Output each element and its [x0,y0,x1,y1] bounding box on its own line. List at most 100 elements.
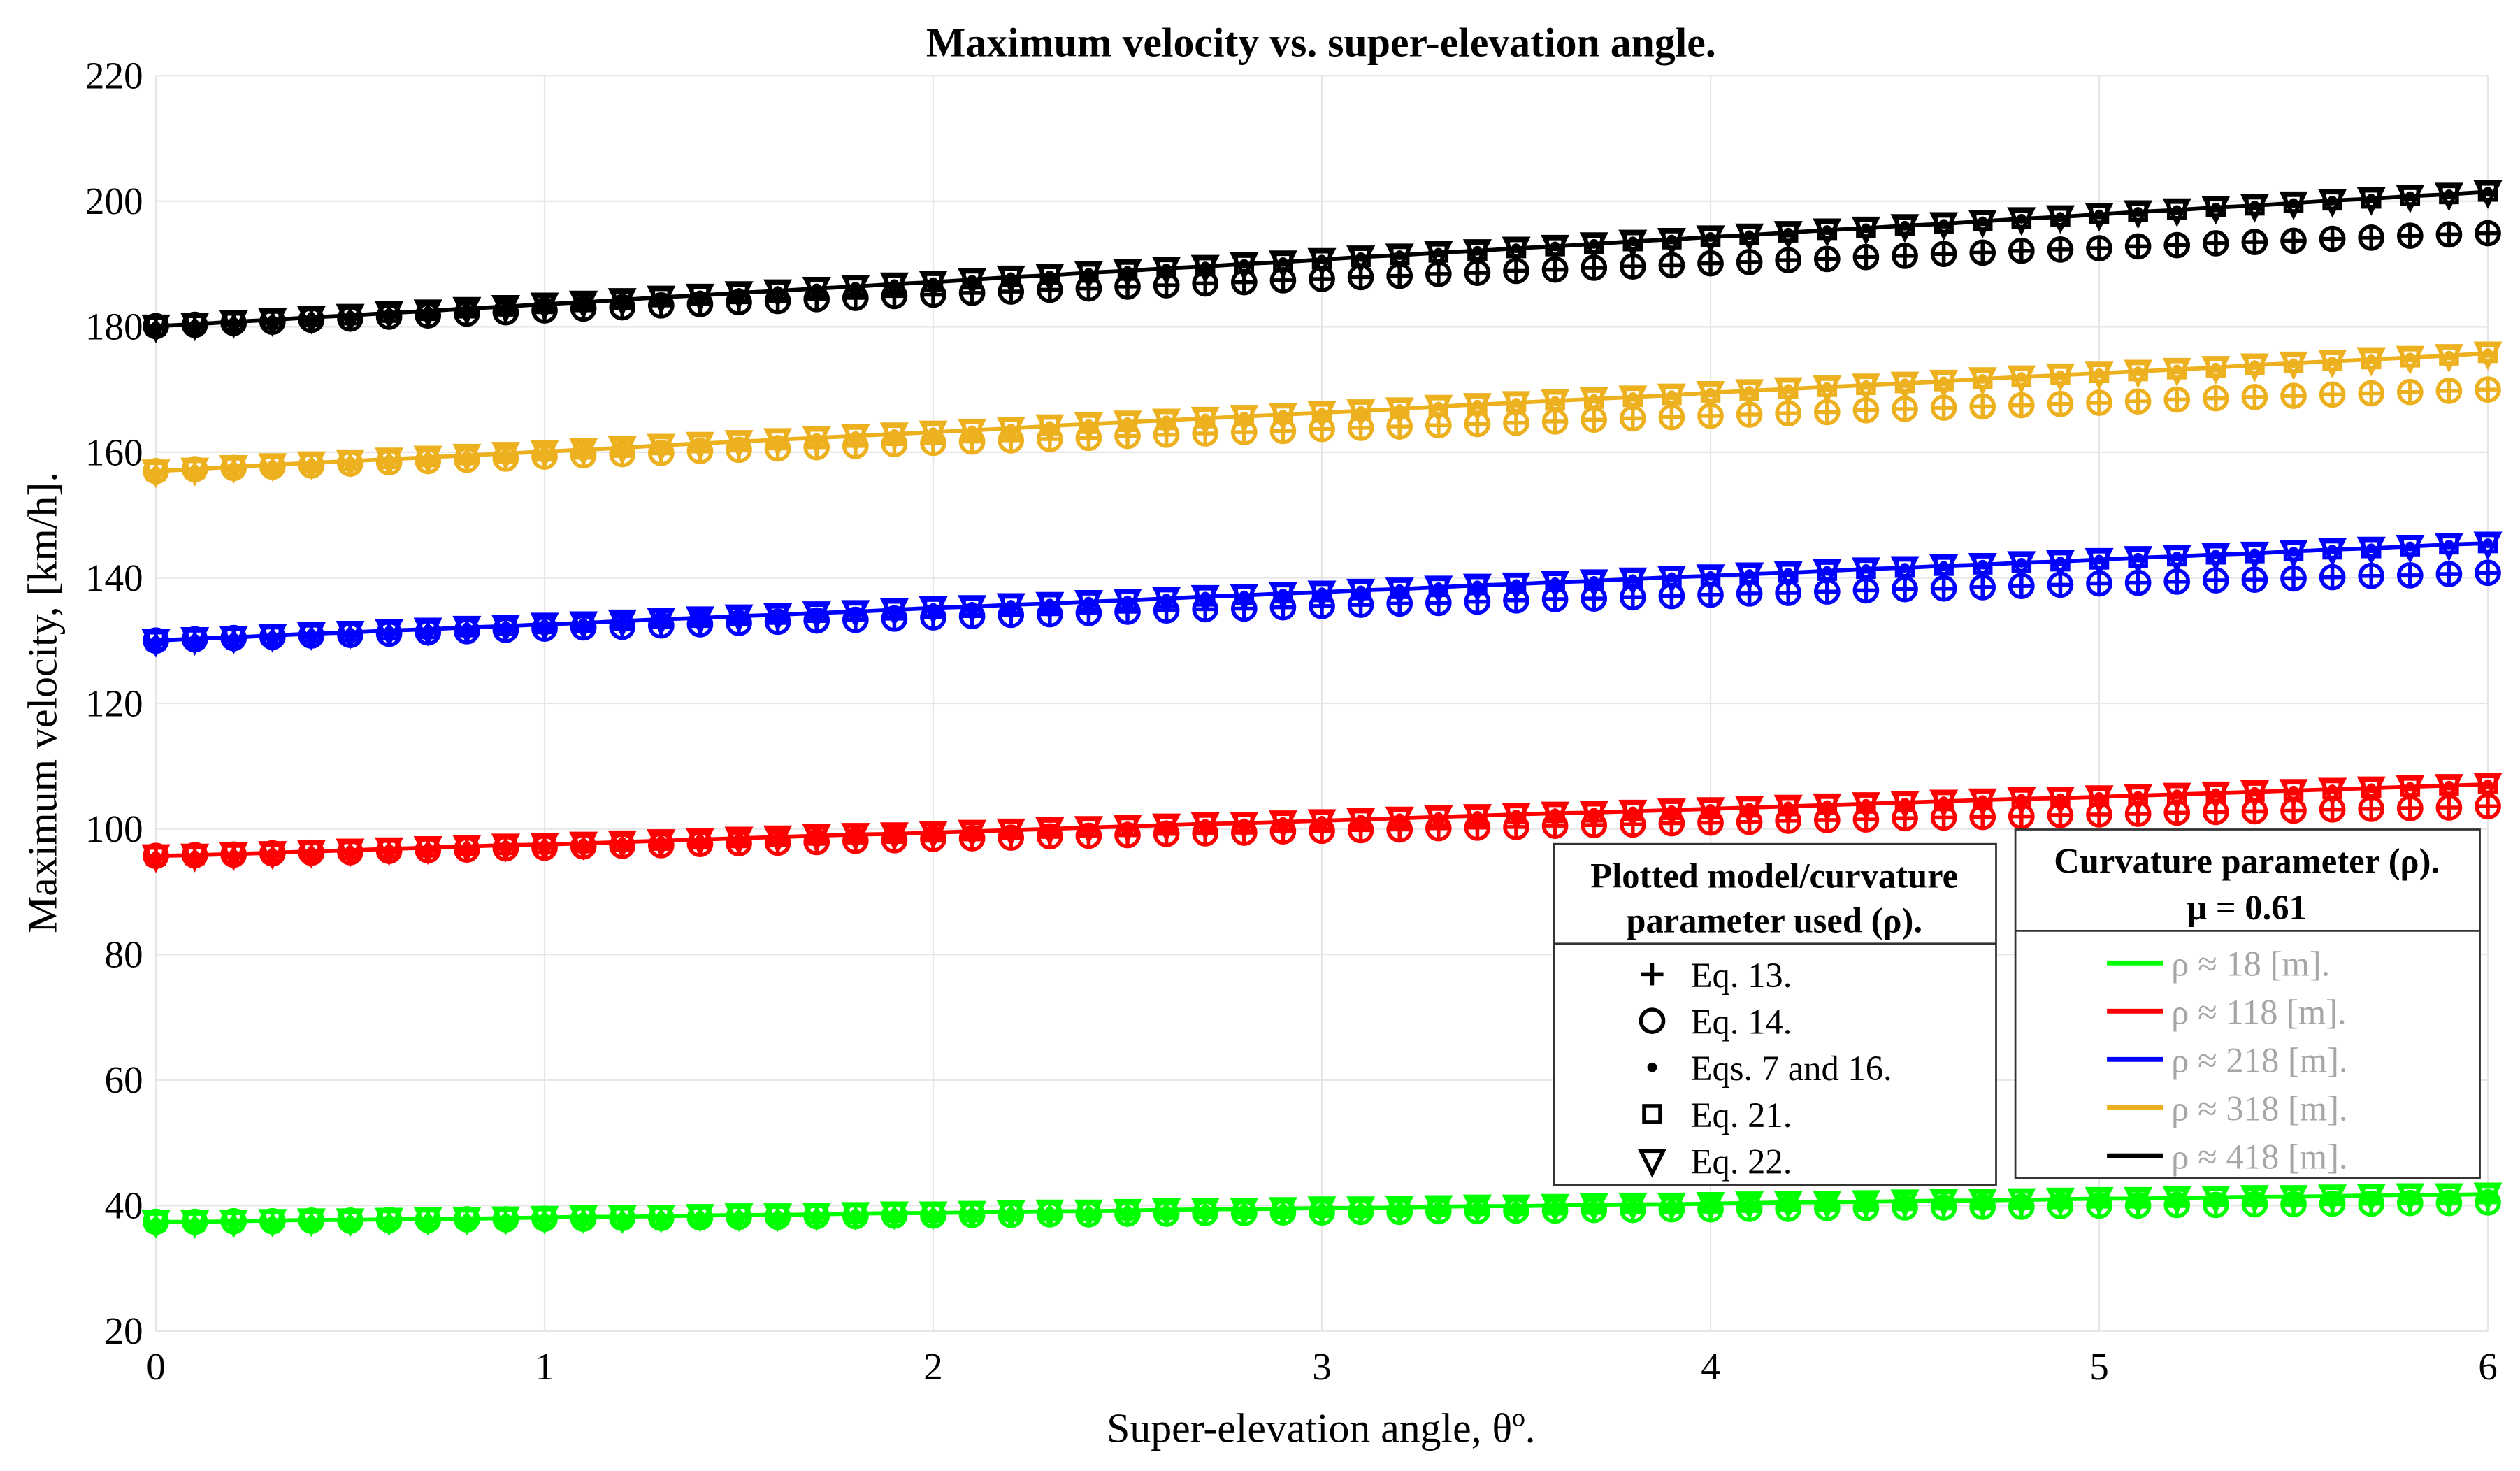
marker-legend-label: Eq. 21. [1691,1096,1792,1135]
dot-marker [1395,813,1405,824]
dot-marker [2327,195,2338,206]
plus-marker [2087,391,2111,415]
triangle-marker [685,1204,714,1233]
circle-marker [570,295,597,322]
dot-marker [1900,220,1910,231]
triangle-marker [1190,584,1220,614]
triangle-marker [1230,1198,1259,1227]
triangle-marker [491,295,520,324]
circle-marker [2047,236,2074,263]
triangle-marker [375,447,404,477]
dot-marker [1861,223,1871,234]
y-tick-label: 160 [85,431,143,473]
triangle-marker [2318,538,2347,567]
dot-marker [1083,268,1094,278]
dot-marker [540,840,549,849]
triangle-marker [1074,412,1103,442]
triangle-marker [1618,567,1648,596]
triangle-marker [2434,533,2463,562]
triangle-marker [1890,1189,1920,1219]
dot-marker [2172,364,2182,375]
triangle-marker [1152,813,1181,842]
triangle-marker [1230,811,1259,841]
triangle-marker [1152,587,1181,616]
triangle-marker [1813,559,1842,589]
triangle-marker [1462,239,1492,268]
dot-marker [1666,572,1677,582]
tick-labels: 0 1 2 3 4 5 6 20 40 60 80 100 120 140 160 180 200 220 [85,55,2498,1388]
triangle-marker [1346,578,1376,608]
plus-marker [2360,382,2383,405]
triangle-marker [1696,797,1725,826]
dot-marker [1278,410,1288,419]
dot-marker [1472,1201,1483,1212]
dot-marker [2094,1193,2104,1204]
dot-marker [2405,541,2415,552]
dot-marker [695,834,705,845]
dot-marker [151,851,161,861]
triangle-marker [841,1202,870,1231]
triangle-marker [763,603,793,632]
circle-marker [647,612,675,639]
dot-marker [2483,779,2493,789]
circle-marker [1969,239,1996,266]
circle-marker [1347,415,1374,441]
marker-legend-title-1: Plotted model/curvature [1590,856,1958,895]
dot-marker [889,429,900,439]
triangle-marker [1773,794,1803,824]
triangle-marker [413,445,442,475]
dot-marker [1355,1203,1366,1213]
circle-marker [2358,380,2385,407]
dot-marker [812,433,822,443]
triangle-marker [180,626,210,656]
triangle-marker [530,440,559,469]
triangle-marker [1502,1194,1531,1224]
plus-marker [1855,245,1878,268]
dot-marker [889,1208,900,1218]
dot-marker [2249,360,2260,371]
triangle-marker [685,431,714,461]
series-218m [141,531,2503,658]
dot-marker [2249,201,2260,210]
dot-marker [1783,384,1794,394]
dot-marker [734,287,744,298]
plus-marker [2398,564,2421,587]
dot-marker [423,452,433,462]
plus-marker [2398,380,2421,403]
dot-marker [1627,392,1638,402]
dot-marker [384,454,394,464]
triangle-marker [958,1200,987,1230]
triangle-marker [491,1206,520,1235]
triangle-marker [2240,1185,2269,1214]
triangle-marker [2434,774,2463,803]
triangle-marker [1190,1198,1220,1227]
triangle-marker [724,281,754,310]
dot-marker [1978,1196,1988,1205]
dot-marker [1123,821,1132,831]
circle-marker [2047,390,2074,417]
dot-marker [1627,236,1638,247]
triangle-marker [724,604,754,633]
dot-marker [1006,1207,1016,1217]
dot-marker [2289,546,2298,557]
dot-marker [1589,1200,1599,1210]
dot-marker [1161,820,1172,831]
marker-legend: Plotted model/curvature parameter used (… [1553,842,1997,1186]
dot-marker [1822,800,1832,810]
dot-marker [1627,1199,1638,1210]
dot-marker [1200,591,1211,602]
triangle-marker [2279,540,2308,569]
triangle-marker [336,838,365,868]
triangle-marker [530,833,559,862]
triangle-marker [879,598,909,627]
triangle-marker [2356,187,2386,216]
dot-marker [2210,788,2221,798]
triangle-marker [802,824,831,854]
triangle-marker [2162,782,2191,812]
dot-marker [1627,806,1638,817]
dot-marker [1589,394,1599,404]
triangle-marker [1541,389,1570,418]
dot-marker [2210,1192,2221,1203]
triangle-marker [1813,1191,1842,1220]
plus-marker [2321,227,2344,250]
